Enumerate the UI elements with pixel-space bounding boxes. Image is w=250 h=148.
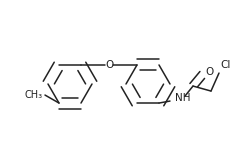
Text: NH: NH xyxy=(175,93,190,103)
Text: Cl: Cl xyxy=(220,60,230,70)
Text: O: O xyxy=(205,67,213,77)
Text: CH₃: CH₃ xyxy=(25,90,43,100)
Text: O: O xyxy=(105,60,113,70)
